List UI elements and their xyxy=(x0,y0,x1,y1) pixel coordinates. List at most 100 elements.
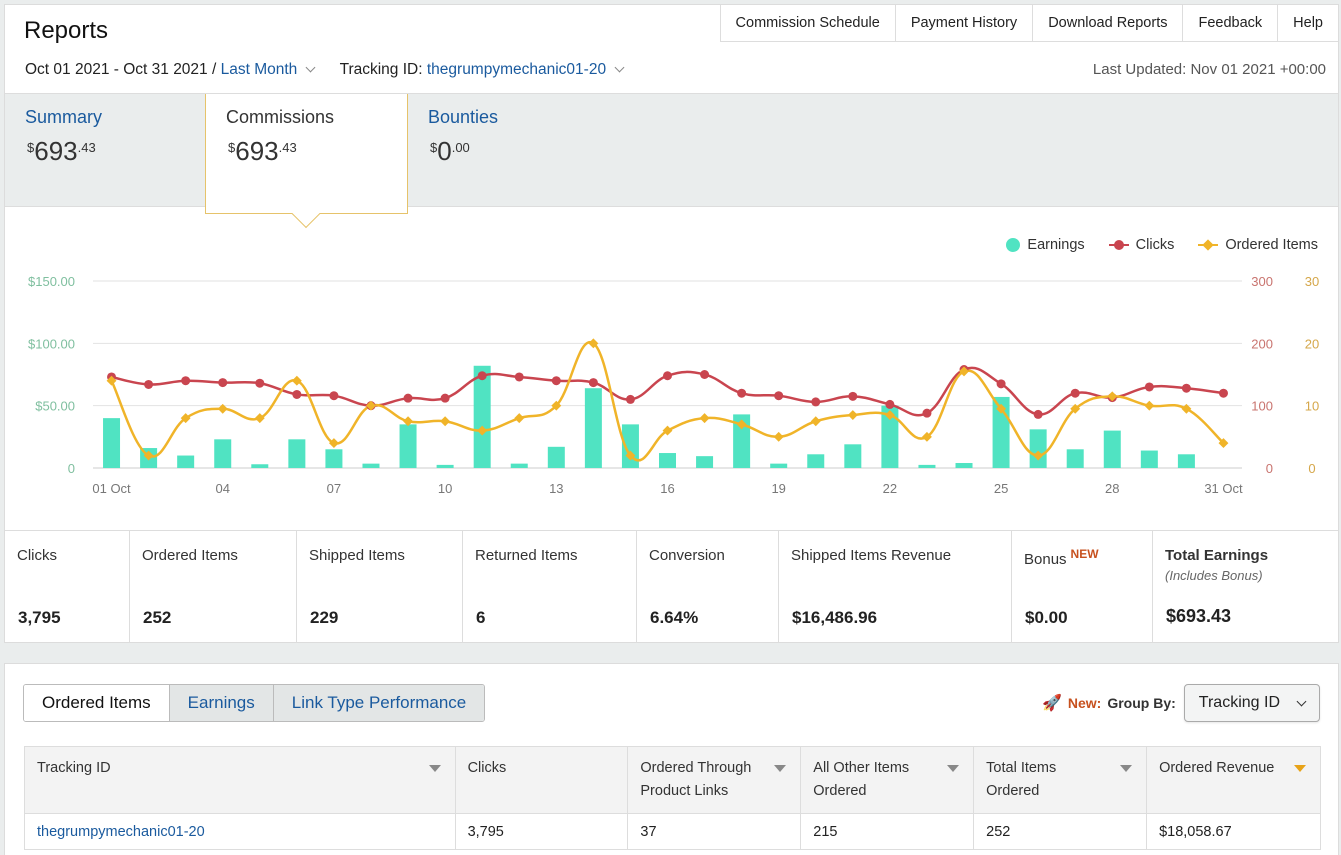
x-tick-label: 19 xyxy=(771,481,785,496)
stat-value: $16,486.96 xyxy=(792,608,878,627)
clicks-point xyxy=(1181,383,1191,393)
stat-value: 3,795 xyxy=(18,608,61,627)
stat-shipped-items: Shipped Items 229 xyxy=(297,531,463,643)
x-tick-label: 25 xyxy=(994,481,1008,496)
ordered-items-point xyxy=(588,338,599,349)
sort-icon[interactable] xyxy=(428,765,441,772)
payment-history-link[interactable]: Payment History xyxy=(896,5,1034,41)
ordered-items-table: Tracking ID Clicks Ordered Through Produ… xyxy=(24,746,1321,850)
commission-schedule-link[interactable]: Commission Schedule xyxy=(721,5,896,41)
new-label: New: xyxy=(1067,695,1102,711)
tracking-id-dropdown[interactable]: thegrumpymechanic01-20 xyxy=(427,61,627,78)
sort-icon[interactable] xyxy=(1120,765,1133,772)
col-ordered-revenue[interactable]: Ordered Revenue xyxy=(1146,746,1321,814)
clicks-point xyxy=(811,397,821,407)
ordered-items-point xyxy=(291,375,302,386)
clicks-point xyxy=(774,391,784,401)
sort-icon[interactable] xyxy=(947,765,960,772)
tab-link-type-performance[interactable]: Link Type Performance xyxy=(273,685,485,721)
legend-ordered-items[interactable]: Ordered Items xyxy=(1198,237,1318,253)
download-reports-link[interactable]: Download Reports xyxy=(1033,5,1184,41)
y-left-tick-label: 0 xyxy=(68,461,75,476)
date-preset-dropdown[interactable]: Last Month xyxy=(221,61,319,78)
earnings-bar xyxy=(288,439,306,468)
y-left-tick-label: $150.00 xyxy=(28,274,75,289)
earnings-bar xyxy=(696,456,714,468)
stat-label: Conversion xyxy=(649,547,725,564)
clicks-point xyxy=(440,393,450,403)
clicks-point xyxy=(514,372,524,382)
y-right-clicks-tick-label: 0 xyxy=(1266,461,1273,476)
earnings-bar xyxy=(770,463,788,468)
table-row: thegrumpymechanic01-20 3,795 37 215 252 … xyxy=(24,813,1321,850)
stat-label: Clicks xyxy=(17,547,57,564)
clicks-point xyxy=(292,389,302,399)
ordered-items-point xyxy=(699,413,710,424)
group-by-label: Group By: xyxy=(1107,695,1176,711)
amount-whole: 693 xyxy=(235,136,279,166)
earnings-bar xyxy=(807,454,825,468)
help-link[interactable]: Help xyxy=(1293,15,1323,31)
ordered-items-point xyxy=(996,403,1007,414)
other-items-cell: 215 xyxy=(800,813,975,850)
ordered-items-point xyxy=(477,425,488,436)
ordered-items-point xyxy=(1033,450,1044,461)
stat-label: Shipped Items xyxy=(309,547,405,564)
ordered-items-point xyxy=(662,425,673,436)
stat-label: Ordered Items xyxy=(142,547,238,564)
tracking-id-cell[interactable]: thegrumpymechanic01-20 xyxy=(24,813,456,850)
clicks-point xyxy=(885,399,895,409)
date-range: Oct 01 2021 - Oct 31 2021 xyxy=(25,61,208,78)
earnings-bar xyxy=(436,464,454,468)
stat-clicks: Clicks 3,795 xyxy=(5,531,130,643)
clicks-cell: 3,795 xyxy=(454,813,629,850)
sort-icon-active[interactable] xyxy=(1294,765,1306,772)
stats-row: Clicks 3,795 Ordered Items 252 Shipped Ite… xyxy=(5,530,1338,643)
legend-earnings-label: Earnings xyxy=(1027,237,1085,253)
ordered-items-legend-icon xyxy=(1198,239,1219,251)
ordered-items-point xyxy=(1218,438,1229,449)
tab-summary-label: Summary xyxy=(25,107,103,127)
y-right-items-tick-label: 10 xyxy=(1305,399,1319,414)
col-tracking-id[interactable]: Tracking ID xyxy=(24,746,456,814)
tab-ordered-items[interactable]: Ordered Items xyxy=(24,685,170,721)
clicks-point xyxy=(551,376,561,386)
clicks-point xyxy=(218,378,228,388)
metric-tabs: Summary $693.43 Commissions $693.43 Boun… xyxy=(5,93,1338,229)
earnings-bar xyxy=(1140,450,1158,468)
ordered-items-point xyxy=(625,450,636,461)
sort-icon[interactable] xyxy=(774,765,787,772)
legend-ordered-items-label: Ordered Items xyxy=(1225,237,1318,253)
earnings-bar xyxy=(177,455,195,468)
col-label: Ordered Revenue xyxy=(1159,760,1275,776)
feedback-link[interactable]: Feedback xyxy=(1183,5,1279,41)
chevron-down-icon xyxy=(1296,696,1307,706)
col-total-items-ordered[interactable]: Total Items Ordered xyxy=(973,746,1148,814)
col-ordered-through-product-links[interactable]: Ordered Through Product Links xyxy=(627,746,802,814)
tab-earnings[interactable]: Earnings xyxy=(169,685,274,721)
stat-value: 229 xyxy=(310,608,339,627)
x-tick-label: 07 xyxy=(327,481,341,496)
group-by-control: 🚀 New: Group By: Tracking ID xyxy=(1042,684,1320,722)
bounties-amount: $0.00 xyxy=(430,136,470,167)
stat-ordered-items: Ordered Items 252 xyxy=(130,531,297,643)
tab-bounties[interactable]: Bounties $0.00 xyxy=(408,94,608,206)
ordered-items-point xyxy=(810,416,821,427)
col-all-other-items-ordered[interactable]: All Other Items Ordered xyxy=(800,746,975,814)
rocket-icon: 🚀 xyxy=(1041,695,1062,712)
ordered-items-point xyxy=(1144,400,1155,411)
stat-total-earnings: Total Earnings (Includes Bonus) $693.43 xyxy=(1153,531,1338,643)
tab-commissions[interactable]: Commissions $693.43 xyxy=(205,94,408,229)
report-table-card: Ordered Items Earnings Link Type Perform… xyxy=(4,663,1339,855)
tab-summary[interactable]: Summary $693.43 xyxy=(5,94,205,206)
earnings-bar xyxy=(547,446,565,468)
earnings-bar xyxy=(584,388,602,468)
stat-label: Bonus NEW xyxy=(1024,547,1140,568)
col-clicks[interactable]: Clicks xyxy=(454,746,629,814)
legend-earnings[interactable]: Earnings xyxy=(1006,237,1085,253)
group-by-select[interactable]: Tracking ID xyxy=(1183,684,1320,722)
stat-shipped-revenue: Shipped Items Revenue $16,486.96 xyxy=(779,531,1012,643)
legend-clicks[interactable]: Clicks xyxy=(1108,237,1174,253)
summary-amount: $693.43 xyxy=(27,136,96,167)
stat-sublabel: (Includes Bonus) xyxy=(1165,568,1263,583)
